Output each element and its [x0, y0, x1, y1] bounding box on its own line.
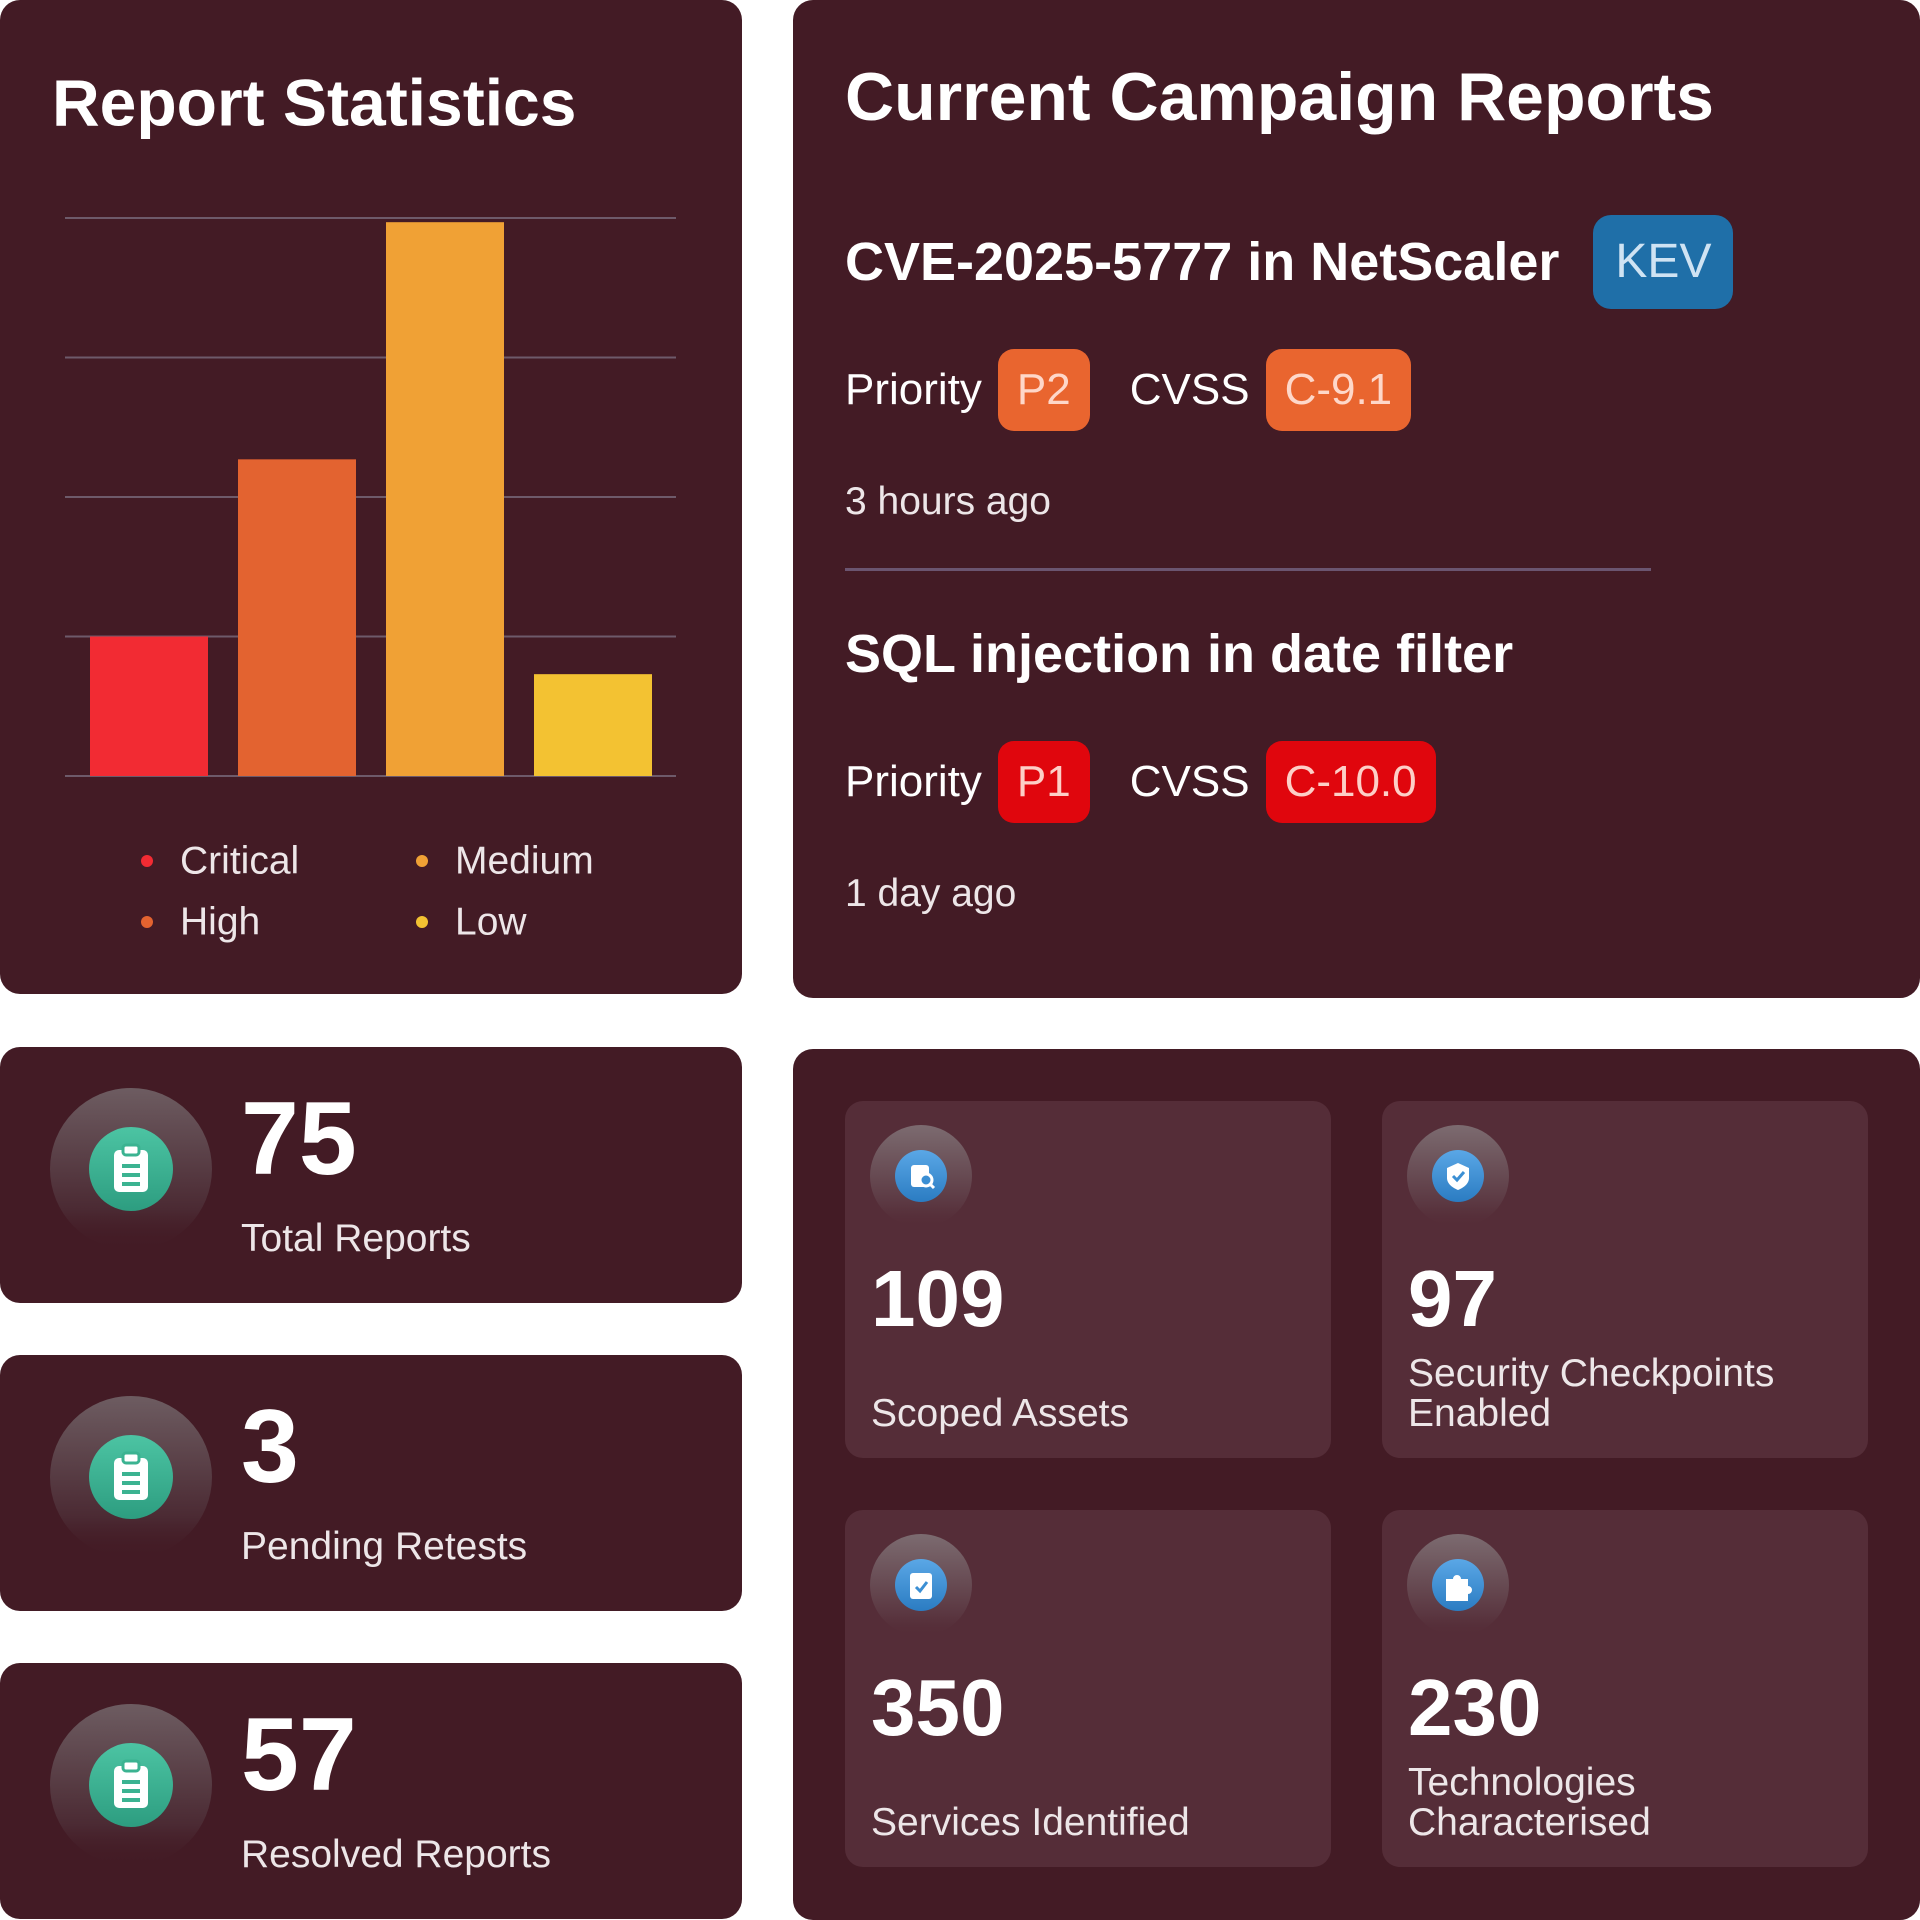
report-time: 1 day ago [845, 872, 1017, 915]
cvss-label: CVSS [1129, 365, 1250, 414]
stat-label: Total Reports [241, 1217, 471, 1260]
metric-tile: 109 Scoped Assets [845, 1101, 1331, 1458]
bar [238, 459, 356, 776]
stat-value: 3 [241, 1389, 299, 1505]
stat-card: 57 Resolved Reports [0, 1663, 742, 1919]
kev-tag: KEV [1593, 215, 1734, 309]
priority-label: Priority [845, 365, 982, 414]
metrics-card: 109 Scoped Assets 97 Security Checkpoints E… [793, 1049, 1920, 1920]
metric-label: Technologies Characterised [1408, 1761, 1651, 1844]
legend-label: High [180, 900, 260, 943]
report-badges: Priority P2 CVSS C-9.1 [845, 349, 1412, 431]
priority-badge: P2 [997, 349, 1090, 431]
metric-label: Scoped Assets [871, 1392, 1129, 1435]
cvss-badge: C-10.0 [1265, 741, 1436, 823]
stat-card: 75 Total Reports [0, 1047, 742, 1303]
metric-value: 350 [871, 1663, 1005, 1752]
metric-icon [1407, 1534, 1509, 1636]
stat-icon [50, 1396, 212, 1558]
legend-marker [141, 916, 153, 928]
stat-label: Pending Retests [241, 1525, 528, 1568]
metric-value: 109 [871, 1254, 1005, 1343]
report-statistics-card: Report Statistics Critical High Medium Low [0, 0, 742, 994]
metric-icon [870, 1534, 972, 1636]
report-title: CVE-2025-5777 in NetScaler [845, 232, 1560, 292]
stat-icon [50, 1704, 212, 1866]
report-title: SQL injection in date filter [845, 624, 1514, 684]
metric-label: Security Checkpoints Enabled [1408, 1352, 1775, 1435]
legend-label: Medium [455, 839, 594, 882]
campaign-card: Current Campaign Reports CVE-2025-5777 i… [793, 0, 1920, 998]
metric-value: 97 [1408, 1254, 1497, 1343]
legend-label: Critical [180, 839, 299, 882]
report-title-row: SQL injection in date filter [845, 607, 1513, 701]
chart-title: Report Statistics [52, 65, 576, 139]
report-time: 3 hours ago [845, 480, 1051, 523]
legend-marker [141, 855, 153, 867]
legend-marker [416, 855, 428, 867]
bar [90, 636, 208, 776]
cvss-label: CVSS [1129, 757, 1250, 806]
stat-value: 75 [241, 1081, 357, 1197]
legend-marker [416, 916, 428, 928]
cvss-badge: C-9.1 [1265, 349, 1412, 431]
bar [534, 674, 652, 776]
campaign-title: Current Campaign Reports [845, 59, 1714, 135]
bar [386, 222, 504, 776]
metric-value: 230 [1408, 1663, 1542, 1752]
separator [845, 568, 1651, 571]
chart: Report Statistics Critical High Medium Low [52, 65, 676, 943]
report-title-row: CVE-2025-5777 in NetScaler KEV [845, 215, 1734, 309]
priority-label: Priority [845, 757, 982, 806]
metric-icon [870, 1125, 972, 1227]
metric-tile: 350 Services Identified [845, 1510, 1331, 1867]
legend-label: Low [455, 900, 527, 943]
priority-badge: P1 [997, 741, 1090, 823]
stat-card: 3 Pending Retests [0, 1355, 742, 1611]
stat-label: Resolved Reports [241, 1833, 551, 1876]
stat-value: 57 [241, 1697, 357, 1813]
metric-label: Services Identified [871, 1801, 1190, 1844]
stat-icon [50, 1088, 212, 1250]
metric-tile: 230 Technologies Characterised [1382, 1510, 1868, 1867]
report-badges: Priority P1 CVSS C-10.0 [845, 741, 1436, 823]
metric-icon [1407, 1125, 1509, 1227]
metric-tile: 97 Security Checkpoints Enabled [1382, 1101, 1868, 1458]
